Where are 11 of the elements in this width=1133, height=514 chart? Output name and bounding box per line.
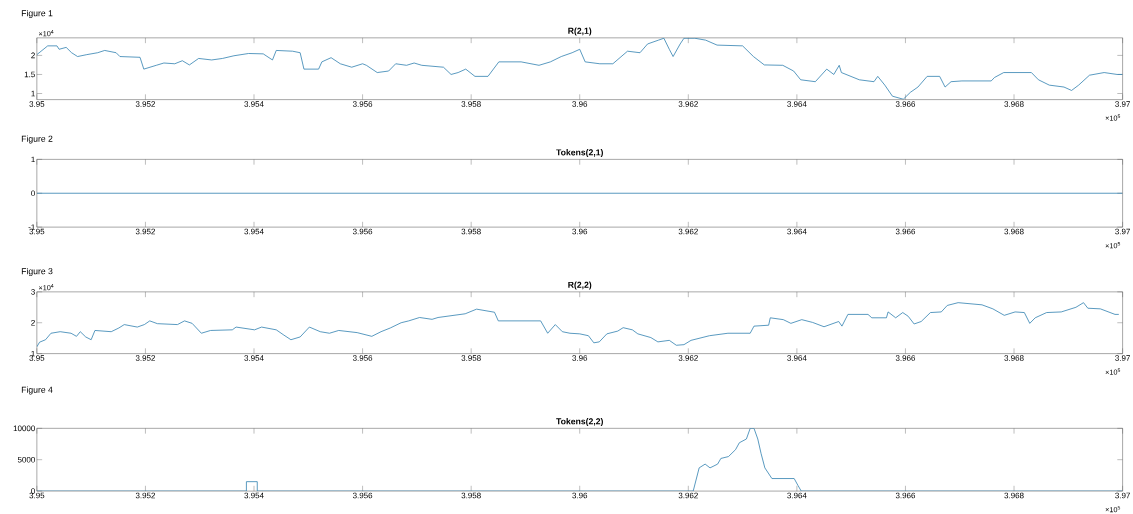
chart-title: R(2,2) (568, 281, 592, 290)
caption: Figure 3 (21, 268, 53, 277)
caption: Figure 4 (21, 386, 53, 395)
line-series (36, 38, 1123, 100)
chart-title: Tokens(2,1) (556, 149, 603, 158)
line-series (36, 428, 1123, 492)
line-series (36, 302, 1120, 348)
chart-title: Tokens(2,2) (556, 418, 603, 427)
caption: Figure 1 (21, 10, 53, 19)
caption: Figure 2 (21, 135, 53, 144)
chart-title: R(2,1) (568, 27, 592, 36)
